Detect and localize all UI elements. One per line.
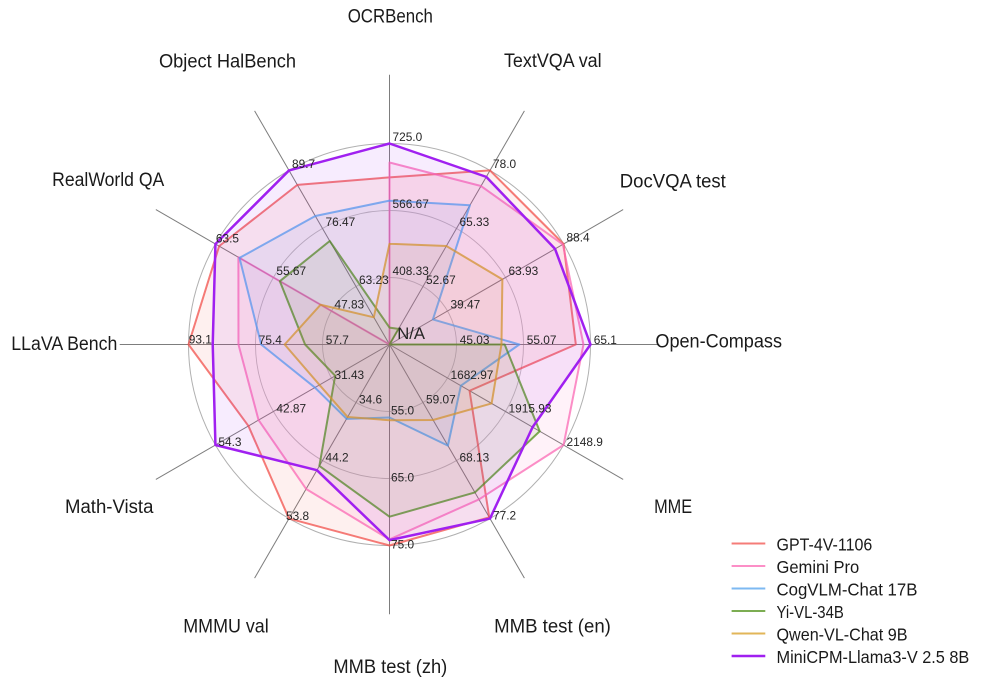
svg-text:RealWorld QA: RealWorld QA <box>52 170 164 191</box>
svg-text:65.1: 65.1 <box>594 333 617 347</box>
svg-text:GPT-4V-1106: GPT-4V-1106 <box>777 535 873 555</box>
svg-text:53.8: 53.8 <box>286 509 310 523</box>
svg-text:N/A: N/A <box>397 324 425 343</box>
svg-text:57.7: 57.7 <box>326 333 349 347</box>
svg-text:88.4: 88.4 <box>567 231 591 245</box>
svg-text:93.1: 93.1 <box>189 333 212 347</box>
svg-text:Object HalBench: Object HalBench <box>159 52 296 73</box>
svg-text:75.0: 75.0 <box>391 538 415 552</box>
svg-text:39.47: 39.47 <box>451 298 481 312</box>
svg-text:65.33: 65.33 <box>460 215 490 229</box>
svg-text:MMB test (zh): MMB test (zh) <box>333 657 447 678</box>
svg-text:CogVLM-Chat 17B: CogVLM-Chat 17B <box>777 580 918 600</box>
svg-text:68.13: 68.13 <box>460 451 490 465</box>
svg-text:42.87: 42.87 <box>276 402 306 416</box>
svg-text:55.0: 55.0 <box>391 404 415 418</box>
svg-text:1915.93: 1915.93 <box>509 402 552 416</box>
svg-text:Qwen-VL-Chat 9B: Qwen-VL-Chat 9B <box>777 625 908 645</box>
svg-text:52.67: 52.67 <box>426 273 456 287</box>
svg-text:DocVQA test: DocVQA test <box>620 172 727 193</box>
svg-text:Open-Compass: Open-Compass <box>655 332 782 353</box>
svg-text:59.07: 59.07 <box>426 393 456 407</box>
svg-text:TextVQA val: TextVQA val <box>504 51 602 72</box>
svg-text:54.3: 54.3 <box>218 435 242 449</box>
svg-text:45.03: 45.03 <box>460 333 490 347</box>
svg-text:63.23: 63.23 <box>359 273 389 287</box>
svg-text:566.67: 566.67 <box>393 197 429 211</box>
svg-text:55.67: 55.67 <box>276 264 306 278</box>
svg-text:75.4: 75.4 <box>259 333 283 347</box>
svg-text:Yi-VL-34B: Yi-VL-34B <box>777 602 844 622</box>
svg-text:408.33: 408.33 <box>393 264 430 278</box>
svg-text:MMMU val: MMMU val <box>183 617 268 638</box>
svg-text:31.43: 31.43 <box>334 368 364 382</box>
svg-text:47.83: 47.83 <box>334 298 364 312</box>
svg-text:89.7: 89.7 <box>292 157 315 171</box>
svg-text:MMB test (en): MMB test (en) <box>494 617 611 638</box>
svg-text:78.0: 78.0 <box>493 157 517 171</box>
svg-text:MiniCPM-Llama3-V 2.5 8B: MiniCPM-Llama3-V 2.5 8B <box>777 647 970 667</box>
svg-text:55.07: 55.07 <box>527 333 557 347</box>
svg-text:LLaVA Bench: LLaVA Bench <box>11 334 117 355</box>
svg-text:65.0: 65.0 <box>391 471 415 485</box>
svg-text:1682.97: 1682.97 <box>451 368 494 382</box>
svg-text:77.2: 77.2 <box>493 509 516 523</box>
svg-text:MME: MME <box>654 497 692 518</box>
svg-text:2148.9: 2148.9 <box>567 435 603 449</box>
svg-text:63.5: 63.5 <box>216 232 240 246</box>
svg-text:63.93: 63.93 <box>509 264 539 278</box>
svg-text:44.2: 44.2 <box>326 451 349 465</box>
svg-text:Math-Vista: Math-Vista <box>65 497 154 518</box>
svg-text:725.0: 725.0 <box>393 130 423 144</box>
svg-text:Gemini Pro: Gemini Pro <box>777 557 860 577</box>
svg-text:34.6: 34.6 <box>359 393 383 407</box>
svg-text:76.47: 76.47 <box>326 215 356 229</box>
svg-text:OCRBench: OCRBench <box>348 7 433 28</box>
